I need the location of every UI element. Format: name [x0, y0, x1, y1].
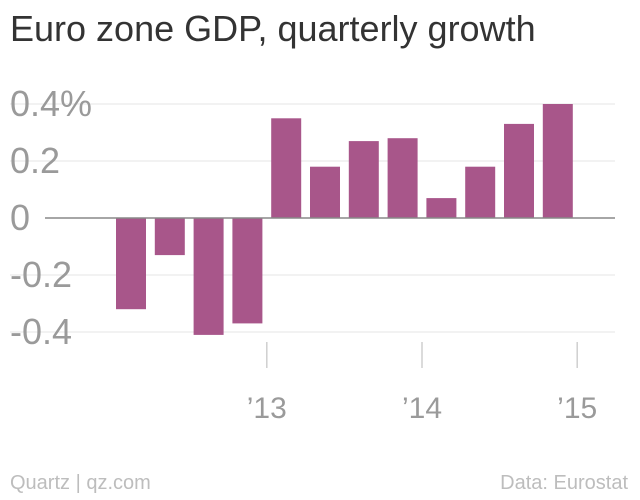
bar [232, 218, 263, 324]
data-source: Data: Eurostat [500, 472, 628, 494]
x-axis-ticks: ’13 ’14 ’15 [247, 342, 597, 425]
x-tick-label: ’15 [557, 392, 597, 425]
y-tick-label: -0.4 [10, 311, 72, 352]
bar [116, 218, 146, 310]
bar [154, 218, 185, 256]
bar [426, 198, 457, 218]
source-credit: Quartz | qz.com [10, 472, 151, 494]
y-tick-label: -0.2 [10, 254, 72, 295]
bar [310, 166, 340, 218]
bar [504, 123, 534, 218]
y-tick-label: 0.4% [10, 83, 92, 124]
y-axis-ticks: 0.4% 0.2 0 -0.2 -0.4 [10, 83, 92, 352]
bars [116, 104, 573, 335]
bar [193, 218, 224, 335]
bar [542, 104, 573, 218]
bar [271, 118, 302, 219]
bar-chart: 0.4% 0.2 0 -0.2 -0.4 ’13 ’14 ’15 [10, 83, 615, 425]
bar [465, 166, 496, 218]
y-tick-label: 0 [10, 197, 30, 238]
grid-lines [10, 103, 615, 333]
x-tick-label: ’13 [247, 392, 287, 425]
y-tick-label: 0.2 [10, 140, 60, 181]
bar [387, 138, 418, 218]
x-tick-label: ’14 [402, 392, 442, 425]
chart-title: Euro zone GDP, quarterly growth [10, 8, 536, 49]
bar [348, 141, 379, 218]
